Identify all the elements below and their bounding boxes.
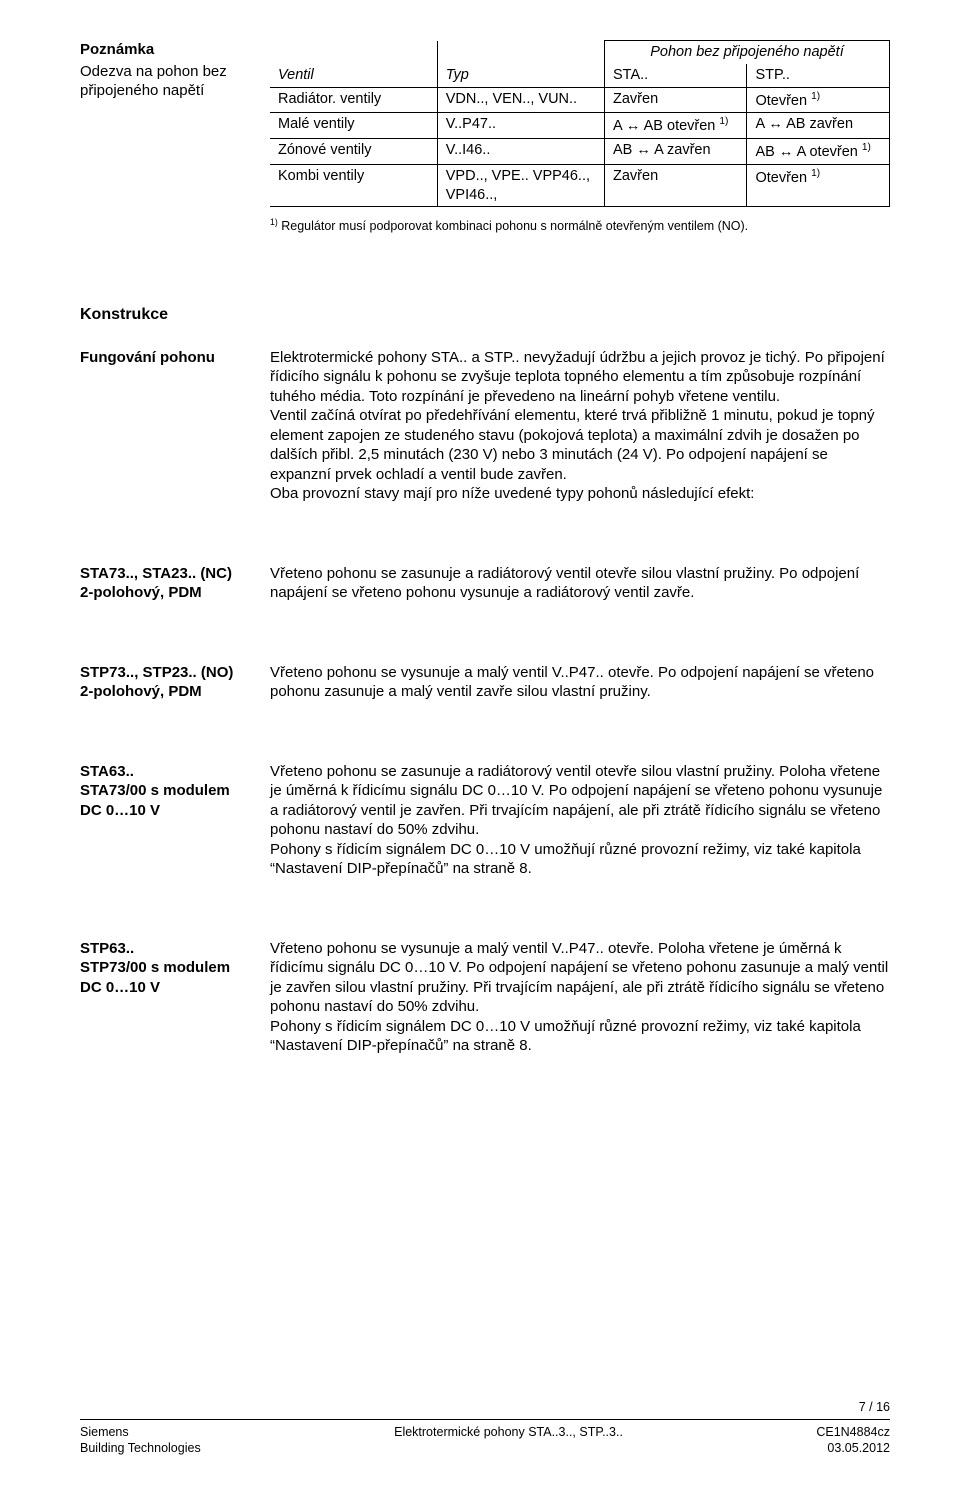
table-span-header: Pohon bez připojeného napětí	[605, 41, 890, 64]
cell-stp: Otevřen 1)	[747, 87, 890, 113]
note-box: Poznámka Odezva na pohon bez připojeného…	[80, 40, 270, 101]
cell-ventil: Zónové ventily	[270, 139, 437, 165]
cell-stp: A ↔ AB zavřen	[747, 113, 890, 139]
table-row: Kombi ventily VPD.., VPE.. VPP46.., VPI4…	[270, 164, 890, 207]
col-typ: Typ	[437, 64, 604, 87]
block-body-fungovani: Elektrotermické pohony STA.. a STP.. nev…	[270, 348, 890, 504]
footer-right2: 03.05.2012	[816, 1440, 890, 1456]
cell-stp: AB ↔ A otevřen 1)	[747, 139, 890, 165]
cell-stp: Otevřen 1)	[747, 164, 890, 207]
cell-typ: VPD.., VPE.. VPP46.., VPI46..,	[437, 164, 604, 207]
block-label-stp63: STP63..STP73/00 s modulemDC 0…10 V	[80, 939, 270, 998]
footer-right1: CE1N4884cz	[816, 1424, 890, 1440]
block-body-sta73: Vřeteno pohonu se zasunuje a radiátorový…	[270, 564, 890, 603]
cell-ventil: Radiátor. ventily	[270, 87, 437, 113]
block-label-sta63: STA63..STA73/00 s modulemDC 0…10 V	[80, 762, 270, 821]
valve-table: Pohon bez připojeného napětí Ventil Typ …	[270, 40, 890, 207]
cell-typ: V..I46..	[437, 139, 604, 165]
konstrukce-heading: Konstrukce	[80, 305, 890, 326]
cell-sta: A ↔ AB otevřen 1)	[605, 113, 747, 139]
col-stp: STP..	[747, 64, 890, 87]
note-title: Poznámka	[80, 40, 270, 60]
block-label-stp73: STP73.., STP23.. (NO)2-polohový, PDM	[80, 663, 270, 702]
footer-left1: Siemens	[80, 1424, 201, 1440]
note-body: Odezva na pohon bez připojeného napětí	[80, 62, 270, 101]
cell-ventil: Malé ventily	[270, 113, 437, 139]
block-body-stp63: Vřeteno pohonu se vysunuje a malý ventil…	[270, 939, 890, 1056]
block-label-sta73: STA73.., STA23.. (NC)2-polohový, PDM	[80, 564, 270, 603]
footer-page: 7 / 16	[80, 1399, 890, 1415]
table-row: Zónové ventily V..I46.. AB ↔ A zavřen AB…	[270, 139, 890, 165]
table-row: Malé ventily V..P47.. A ↔ AB otevřen 1) …	[270, 113, 890, 139]
col-ventil: Ventil	[270, 64, 437, 87]
footer-center: Elektrotermické pohony STA..3.., STP..3.…	[394, 1424, 623, 1457]
footer-left2: Building Technologies	[80, 1440, 201, 1456]
cell-sta: AB ↔ A zavřen	[605, 139, 747, 165]
col-sta: STA..	[605, 64, 747, 87]
block-label-fungovani: Fungování pohonu	[80, 348, 270, 368]
cell-sta: Zavřen	[605, 164, 747, 207]
cell-typ: VDN.., VEN.., VUN..	[437, 87, 604, 113]
block-body-stp73: Vřeteno pohonu se vysunuje a malý ventil…	[270, 663, 890, 702]
block-body-sta63: Vřeteno pohonu se zasunuje a radiátorový…	[270, 762, 890, 879]
cell-typ: V..P47..	[437, 113, 604, 139]
table-row: Radiátor. ventily VDN.., VEN.., VUN.. Za…	[270, 87, 890, 113]
page-footer: 7 / 16 Siemens Building Technologies Ele…	[80, 1399, 890, 1456]
cell-sta: Zavřen	[605, 87, 747, 113]
cell-ventil: Kombi ventily	[270, 164, 437, 207]
table-footnote: 1) Regulátor musí podporovat kombinaci p…	[270, 217, 890, 234]
